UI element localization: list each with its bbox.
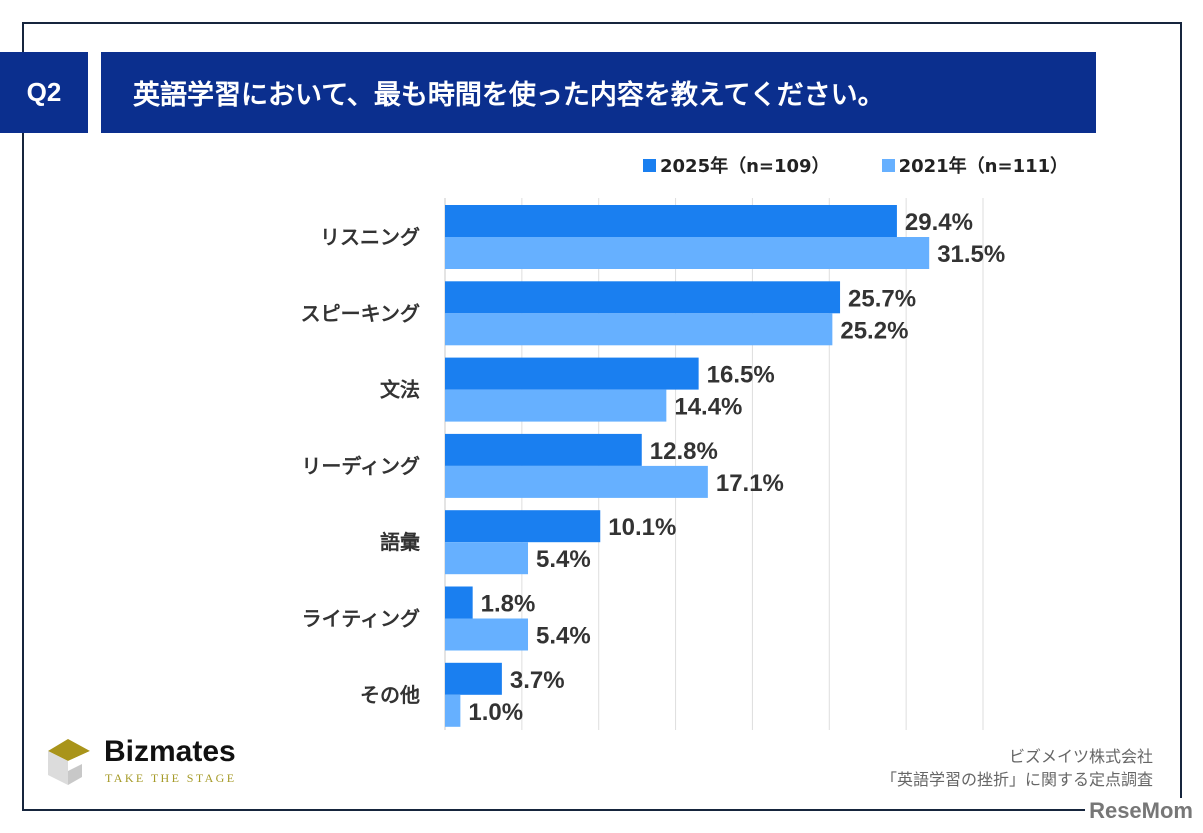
data-label: 10.1% [608, 514, 676, 541]
legend-label: 2021年（n=111） [898, 156, 1069, 177]
bar-2025 [445, 357, 699, 390]
data-label: 25.7% [848, 285, 916, 312]
bar-2021 [445, 313, 833, 346]
data-label: 29.4% [905, 209, 973, 236]
category-label: リスニング [320, 225, 420, 249]
bar-2021 [445, 618, 529, 651]
bar-2025 [445, 510, 601, 543]
legend-swatch [881, 158, 895, 172]
logo-cube-icon [48, 739, 90, 785]
bar-2025 [445, 205, 897, 237]
category-label: スピーキング [301, 301, 420, 325]
question-number: Q2 [0, 52, 88, 133]
category-label: 文法 [380, 378, 420, 402]
source-survey: 「英語学習の挫折」に関する定点調査 [880, 770, 1153, 789]
bar-2021 [445, 237, 930, 269]
logo-name: Bizmates [104, 735, 236, 768]
data-label: 5.4% [536, 623, 591, 650]
category-label: ライティング [302, 607, 420, 631]
category-label: 語彙 [380, 530, 421, 554]
bar-2025 [445, 281, 841, 314]
bizmates-logo: Bizmates TAKE THE STAGE [48, 735, 236, 789]
source-note: ビズメイツ株式会社 「英語学習の挫折」に関する定点調査 [881, 745, 1153, 791]
legend-swatch [643, 158, 656, 172]
data-label: 14.4% [674, 394, 742, 421]
category-label: リーディング [301, 454, 420, 478]
data-label: 3.7% [510, 667, 565, 694]
bar-2025 [445, 433, 642, 466]
bar-2021 [445, 542, 529, 575]
legend-item-2025: 2025年（n=109） [643, 152, 830, 178]
source-company: ビズメイツ株式会社 [1008, 747, 1153, 766]
data-label: 25.2% [840, 317, 908, 344]
legend-label: 2025年（n=109） [660, 156, 830, 177]
question-title: 英語学習において、最も時間を使った内容を教えてください。 [101, 52, 1096, 133]
legend-item-2021: 2021年（n=111） [881, 152, 1069, 178]
data-label: 5.4% [536, 546, 591, 573]
data-label: 31.5% [937, 241, 1005, 268]
data-label: 12.8% [650, 438, 718, 465]
legend: 2025年（n=109） 2021年（n=111） [643, 152, 1068, 178]
slide-frame [22, 22, 1182, 811]
bar-2021 [445, 465, 708, 498]
logo-tagline: TAKE THE STAGE [105, 771, 237, 785]
bar-2025 [445, 586, 473, 619]
watermark: ReseMom [1085, 798, 1193, 824]
data-label: 1.8% [481, 591, 536, 618]
category-label: その他 [360, 683, 420, 707]
bar-2025 [445, 662, 502, 695]
bar-2021 [445, 694, 461, 727]
data-label: 16.5% [707, 362, 775, 389]
data-label: 1.0% [468, 699, 523, 726]
bar-2021 [445, 389, 667, 422]
data-label: 17.1% [716, 470, 784, 497]
